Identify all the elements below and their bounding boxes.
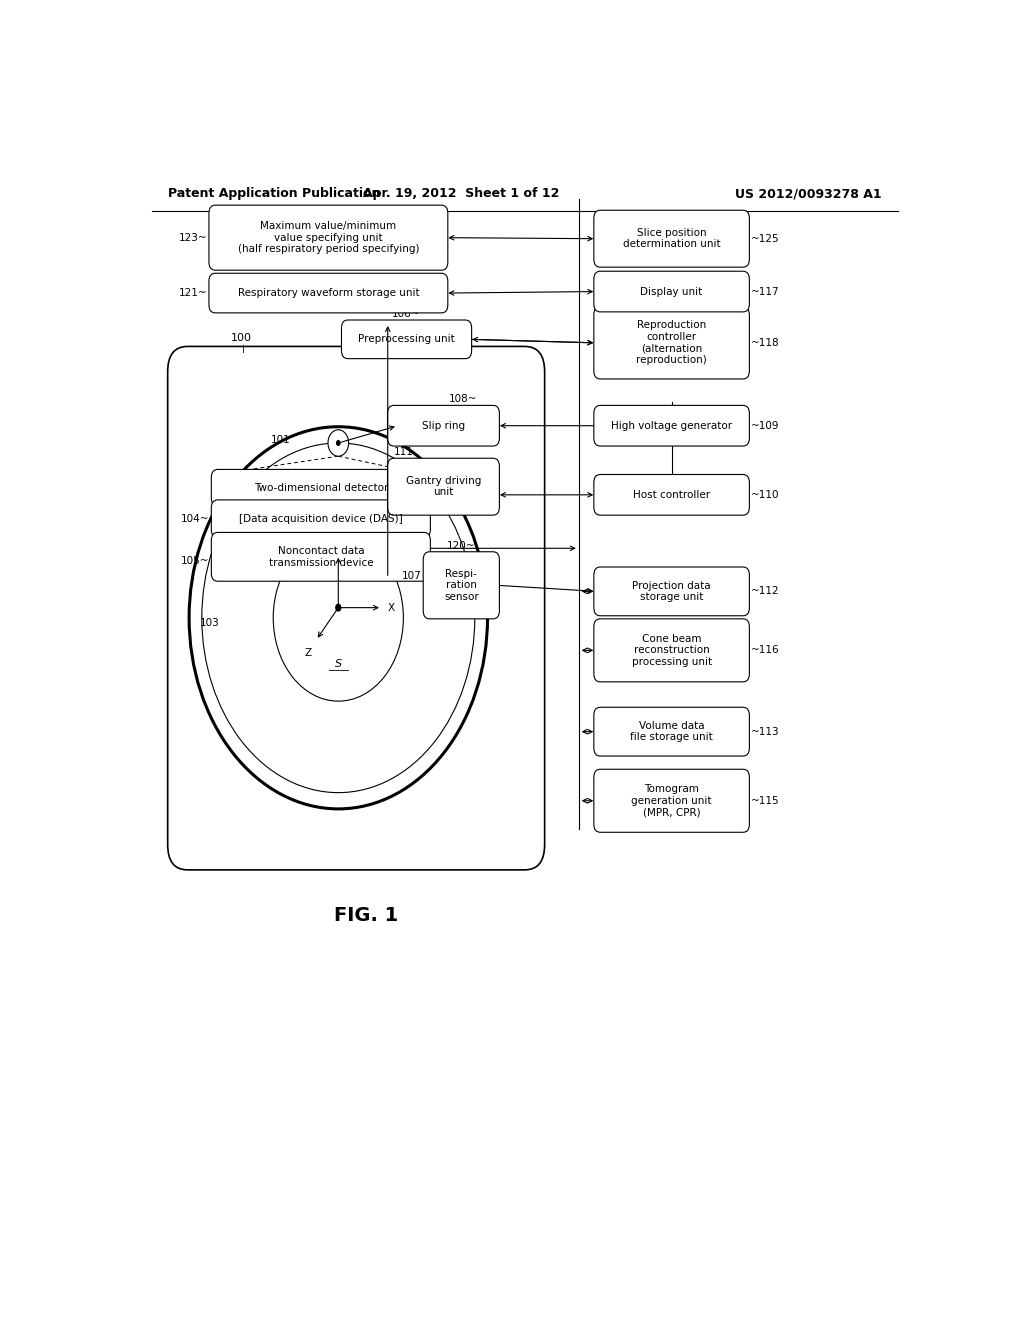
Text: Maximum value/minimum
value specifying unit
(half respiratory period specifying): Maximum value/minimum value specifying u… xyxy=(238,220,419,255)
Text: [Data acquisition device (DAS)]: [Data acquisition device (DAS)] xyxy=(239,513,402,524)
Text: ~115: ~115 xyxy=(751,796,779,805)
FancyBboxPatch shape xyxy=(594,770,750,833)
Text: ~102: ~102 xyxy=(432,566,461,577)
Text: ~117: ~117 xyxy=(751,286,779,297)
FancyBboxPatch shape xyxy=(594,306,750,379)
FancyBboxPatch shape xyxy=(387,458,500,515)
FancyBboxPatch shape xyxy=(387,405,500,446)
Text: Patent Application Publication: Patent Application Publication xyxy=(168,187,380,201)
Text: ~112: ~112 xyxy=(751,586,779,597)
FancyBboxPatch shape xyxy=(594,271,750,312)
Text: Respi-
ration
sensor: Respi- ration sensor xyxy=(444,569,478,602)
FancyBboxPatch shape xyxy=(594,405,750,446)
Text: Host controller: Host controller xyxy=(633,490,711,500)
Text: X: X xyxy=(387,603,394,612)
Text: Respiratory waveform storage unit: Respiratory waveform storage unit xyxy=(238,288,419,298)
Text: 101: 101 xyxy=(271,436,291,445)
Text: 111: 111 xyxy=(394,447,414,457)
Text: 104~: 104~ xyxy=(181,513,210,524)
Text: Slice position
determination unit: Slice position determination unit xyxy=(623,228,721,249)
Text: Gantry driving
unit: Gantry driving unit xyxy=(406,477,481,498)
Text: Volume data
file storage unit: Volume data file storage unit xyxy=(630,721,713,742)
FancyBboxPatch shape xyxy=(594,568,750,615)
Text: 107: 107 xyxy=(401,572,422,581)
Text: ~113: ~113 xyxy=(751,726,779,737)
Text: Apr. 19, 2012  Sheet 1 of 12: Apr. 19, 2012 Sheet 1 of 12 xyxy=(364,187,559,201)
Text: ~110: ~110 xyxy=(751,490,779,500)
Text: High voltage generator: High voltage generator xyxy=(611,421,732,430)
Text: ~109: ~109 xyxy=(751,421,779,430)
FancyBboxPatch shape xyxy=(594,619,750,682)
Text: Z: Z xyxy=(305,648,312,659)
FancyBboxPatch shape xyxy=(594,708,750,756)
Text: 121~: 121~ xyxy=(179,288,207,298)
Text: 105~: 105~ xyxy=(181,556,210,566)
FancyBboxPatch shape xyxy=(211,500,430,537)
Text: Slip ring: Slip ring xyxy=(422,421,465,430)
Text: S: S xyxy=(335,659,342,668)
Text: 103: 103 xyxy=(200,618,219,628)
Text: 120~: 120~ xyxy=(447,541,475,550)
FancyBboxPatch shape xyxy=(211,532,430,581)
Circle shape xyxy=(336,440,341,446)
Text: FIG. 1: FIG. 1 xyxy=(334,906,398,925)
Text: ~125: ~125 xyxy=(751,234,779,244)
Text: Cone beam
reconstruction
processing unit: Cone beam reconstruction processing unit xyxy=(632,634,712,667)
FancyBboxPatch shape xyxy=(211,470,430,506)
Circle shape xyxy=(328,430,348,457)
Text: Reproduction
controller
(alternation
reproduction): Reproduction controller (alternation rep… xyxy=(636,321,707,366)
Text: Y: Y xyxy=(342,539,348,549)
Circle shape xyxy=(335,603,341,611)
Text: Projection data
storage unit: Projection data storage unit xyxy=(632,581,711,602)
FancyBboxPatch shape xyxy=(209,273,447,313)
Text: Tomogram
generation unit
(MPR, CPR): Tomogram generation unit (MPR, CPR) xyxy=(632,784,712,817)
FancyBboxPatch shape xyxy=(594,474,750,515)
FancyBboxPatch shape xyxy=(341,319,472,359)
Text: ~116: ~116 xyxy=(751,645,779,655)
Text: 106~: 106~ xyxy=(392,309,421,319)
Text: Two-dimensional detector: Two-dimensional detector xyxy=(254,483,388,492)
Text: ~118: ~118 xyxy=(751,338,779,348)
FancyBboxPatch shape xyxy=(168,346,545,870)
Text: Preprocessing unit: Preprocessing unit xyxy=(358,334,455,345)
Text: 108~: 108~ xyxy=(449,395,477,404)
Text: US 2012/0093278 A1: US 2012/0093278 A1 xyxy=(735,187,882,201)
Text: 100: 100 xyxy=(231,334,252,343)
Text: Display unit: Display unit xyxy=(640,286,702,297)
Text: 123~: 123~ xyxy=(179,232,207,243)
FancyBboxPatch shape xyxy=(594,210,750,267)
FancyBboxPatch shape xyxy=(423,552,500,619)
FancyBboxPatch shape xyxy=(209,205,447,271)
Text: Noncontact data
transmission device: Noncontact data transmission device xyxy=(268,546,373,568)
